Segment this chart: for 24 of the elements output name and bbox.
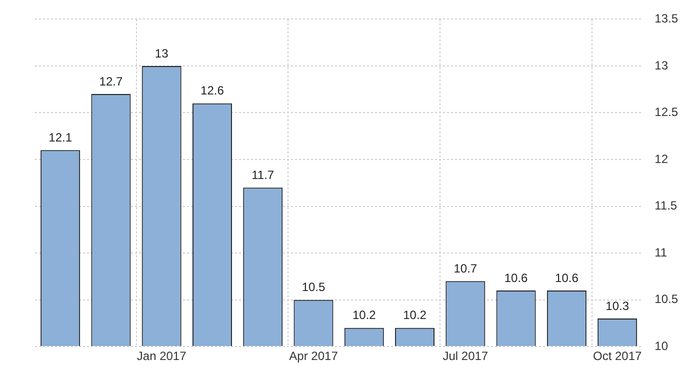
data-label: 13 [154,46,169,60]
data-label: 10.2 [352,308,376,322]
x-tick-label: Jul 2017 [442,349,488,364]
y-tick-label: 11.5 [654,198,678,213]
x-tick-label: Oct 2017 [592,349,642,364]
data-label: 11.7 [252,168,274,182]
y-tick-label: 13.5 [654,12,678,26]
y-tick-label: 12 [654,152,668,166]
data-label: 10.2 [403,308,427,322]
y-tick-label: 10.5 [654,292,678,306]
data-label: 12.6 [200,84,224,98]
data-label: 10.3 [606,298,630,313]
y-tick-label: 11 [654,245,668,260]
data-label: 10.7 [454,261,478,276]
data-label: 10.5 [302,280,326,294]
y-tick-label: 12.5 [654,105,678,120]
data-label: 12.1 [48,130,72,144]
x-tick-label: Apr 2017 [289,349,338,364]
data-label: 10.6 [504,270,528,285]
y-tick-label: 13 [654,58,668,72]
y-tick-label: 10 [654,338,668,353]
x-tick-label: Jan 2017 [136,349,187,364]
data-label: 10.6 [555,270,579,285]
data-label: 12.7 [99,74,123,88]
